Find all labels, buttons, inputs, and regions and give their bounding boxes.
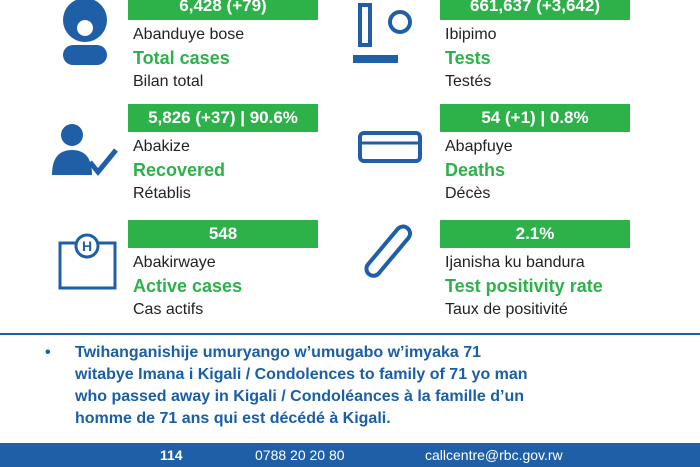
bullet: •: [45, 344, 51, 361]
note-line: who passed away in Kigali / Condoléances…: [75, 388, 525, 405]
stat-value: 5,826 (+37) | 90.6%: [128, 104, 318, 132]
stat-value: 2.1%: [440, 220, 630, 248]
note-line: witabye Imana i Kigali / Condolences to …: [75, 366, 528, 383]
label-rw: Abanduye bose: [133, 26, 245, 43]
label-rw: Abapfuye: [445, 138, 513, 155]
stat-value: 6,428 (+79): [128, 0, 318, 20]
label-fr: Taux de positivité: [445, 301, 568, 318]
label-rw: Ijanisha ku bandura: [445, 254, 585, 271]
label-fr: Rétablis: [133, 185, 191, 202]
label-fr: Cas actifs: [133, 301, 204, 318]
email: callcentre@rbc.gov.rw: [425, 447, 563, 463]
label-en: Tests: [445, 48, 491, 68]
label-en: Total cases: [133, 48, 230, 68]
stat-value: 548: [128, 220, 318, 248]
label-fr: Bilan total: [133, 73, 204, 90]
hotline: 114: [160, 447, 183, 463]
label-en: Test positivity rate: [445, 276, 603, 296]
stat-value: 661,637 (+3,642): [440, 0, 630, 20]
label-rw: Abakirwaye: [133, 254, 216, 271]
note-line: homme de 71 ans qui est décédé à Kigali.: [75, 410, 391, 427]
divider: [0, 333, 700, 335]
phone: 0788 20 20 80: [255, 447, 345, 463]
label-en: Active cases: [133, 276, 243, 296]
icon-people: [63, 0, 107, 65]
footer-bar: [0, 443, 700, 467]
icon-recovered: [52, 124, 118, 176]
label-rw: Abakize: [133, 138, 190, 155]
icon-test-tube: [364, 224, 412, 278]
svg-text:H: H: [82, 238, 92, 254]
icon-microscope: [353, 3, 412, 63]
icon-coffin: [358, 131, 422, 163]
label-fr: Décès: [445, 185, 491, 202]
label-rw: Ibipimo: [445, 26, 497, 43]
label-en: Deaths: [445, 160, 506, 180]
label-en: Recovered: [133, 160, 226, 180]
icon-hospital: H: [58, 233, 117, 290]
note-line: Twihanganishije umuryango w’umugabo w’im…: [75, 344, 482, 361]
stat-value: 54 (+1) | 0.8%: [440, 104, 630, 132]
label-fr: Testés: [445, 73, 492, 90]
